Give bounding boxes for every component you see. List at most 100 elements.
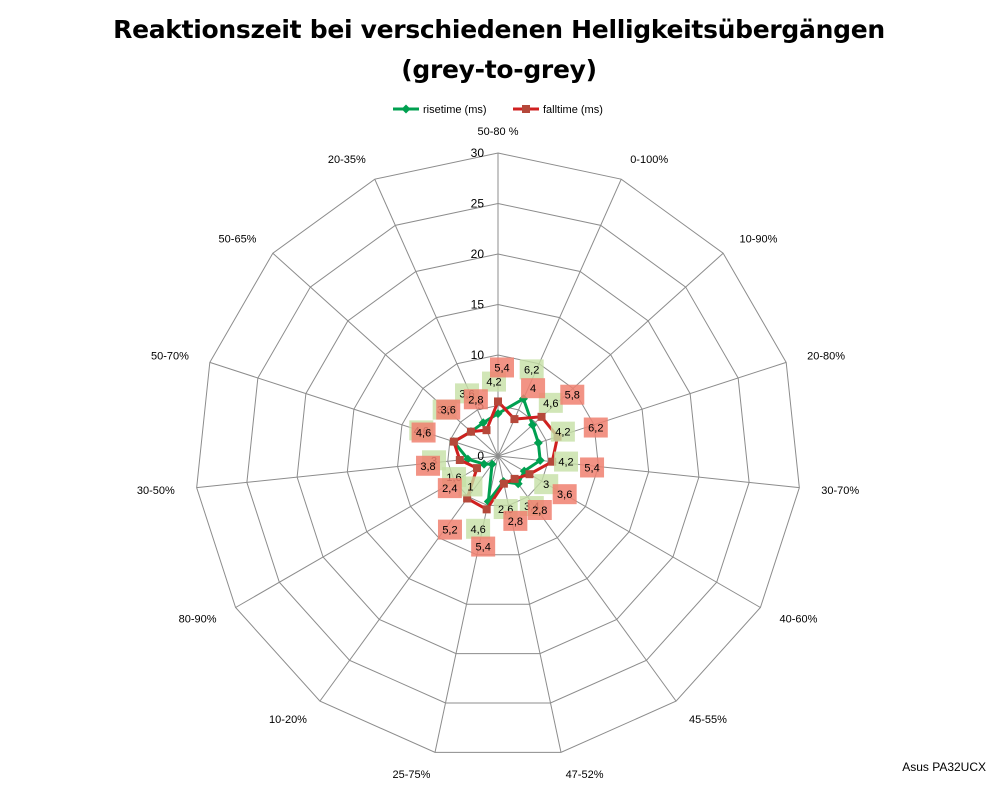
data-label-bg — [552, 484, 577, 505]
legend-label: falltime (ms) — [543, 104, 603, 116]
axis-category-label: 10-90% — [740, 234, 778, 246]
axis-category-label: 47-52% — [566, 769, 604, 781]
gridline-ring — [346, 303, 650, 605]
axis-category-label: 40-60% — [779, 614, 817, 626]
data-label: 3,6 — [552, 484, 577, 505]
data-label-text: 5,4 — [476, 542, 491, 554]
falltime-point — [510, 415, 519, 424]
axis-category-label: 20-80% — [807, 351, 845, 363]
legend-label: risetime (ms) — [423, 104, 487, 116]
data-label-text: 4,6 — [416, 428, 431, 440]
data-label-text: 3 — [543, 479, 549, 491]
falltime-point — [499, 479, 508, 488]
datalabel-layer: 4,26,24,64,24,233,42,64,611,634,63,63,65… — [409, 357, 608, 557]
axis-category-label: 50-65% — [219, 234, 257, 246]
falltime-point — [466, 427, 475, 436]
gridline-ring — [196, 152, 800, 753]
falltime-point — [455, 456, 464, 465]
data-label-text: 4,2 — [555, 427, 570, 439]
radial-tick-label: 0 — [477, 449, 484, 463]
falltime-point — [463, 494, 472, 503]
data-label-bg — [437, 478, 462, 499]
data-label-bg — [554, 451, 579, 472]
risetime-point — [478, 418, 488, 428]
data-label-bg — [437, 519, 462, 540]
axis-category-label: 50-70% — [151, 351, 189, 363]
data-label: 2,8 — [503, 510, 528, 531]
data-label-bg — [463, 389, 488, 410]
legend-marker — [401, 104, 411, 114]
data-label: 5,2 — [437, 519, 462, 540]
axis-spoke — [374, 178, 499, 457]
data-label-text: 4,2 — [486, 377, 501, 389]
data-label: 5,4 — [471, 536, 496, 557]
data-label-bg — [527, 500, 552, 521]
chart-title-line1: Reaktionszeit bei verschiedenen Helligke… — [113, 15, 885, 44]
data-label-bg — [550, 421, 575, 442]
falltime-point — [525, 470, 534, 479]
data-label-text: 3,8 — [420, 461, 435, 473]
axis-category-label: 10-20% — [269, 714, 307, 726]
data-label: 2,4 — [437, 478, 462, 499]
data-label: 4,6 — [466, 518, 491, 539]
falltime-point — [482, 426, 491, 435]
axis-category-label: 80-90% — [179, 614, 217, 626]
axis-label-layer: 50-80 % 0-100% 10-90% 20-80% 30-70% 40-60% 45-… — [137, 126, 859, 781]
falltime-point — [537, 412, 546, 421]
data-label: 5,8 — [560, 384, 585, 405]
gridline-ring — [397, 354, 599, 556]
legend-marker — [522, 105, 530, 113]
grid-layer — [196, 152, 800, 753]
data-label: 6,2 — [583, 417, 608, 438]
data-label: 5,4 — [490, 357, 514, 378]
data-label-text: 5,4 — [494, 362, 509, 374]
data-label: 5,4 — [580, 457, 605, 478]
falltime-point — [510, 474, 519, 483]
data-label: 4,6 — [411, 422, 436, 443]
data-label-bg — [503, 510, 528, 531]
data-label-text: 4 — [530, 383, 536, 395]
data-label-bg — [466, 518, 491, 539]
chart-title-line2: (grey-to-grey) — [401, 55, 597, 84]
tick-layer: 051015202530 — [471, 146, 485, 463]
data-label-bg — [560, 384, 585, 405]
data-label-bg — [519, 359, 544, 380]
data-label-text: 5,8 — [565, 390, 580, 402]
radial-tick-label: 25 — [471, 197, 485, 211]
data-label-bg — [416, 455, 441, 476]
radial-tick-label: 30 — [471, 146, 485, 160]
data-label-bg — [490, 357, 514, 378]
axis-category-label: 50-80 % — [478, 126, 519, 138]
axis-spoke — [497, 455, 800, 489]
risetime-point — [493, 409, 503, 419]
brand-label: Asus PA32UCX — [902, 760, 986, 774]
radial-tick-label: 15 — [471, 298, 485, 312]
risetime-point — [535, 455, 545, 465]
falltime-point — [449, 437, 458, 446]
chart-title: Reaktionszeit bei verschiedenen Helligke… — [0, 10, 998, 90]
axis-category-label: 45-55% — [689, 714, 727, 726]
data-label-text: 2,8 — [508, 516, 523, 528]
axis-spoke — [497, 252, 724, 457]
data-label-bg — [521, 378, 546, 399]
falltime-point — [494, 397, 502, 406]
data-label-bg — [436, 399, 461, 420]
data-label-text: 6,2 — [588, 423, 603, 435]
axis-spoke — [497, 178, 622, 457]
data-label-text: 3,6 — [557, 489, 572, 501]
axis-spoke — [272, 252, 499, 457]
data-label: 4,2 — [550, 421, 575, 442]
data-label-text: 6,2 — [524, 364, 539, 376]
risetime-point — [479, 459, 489, 469]
data-label: 2,8 — [527, 500, 552, 521]
data-label-text: 4,2 — [558, 457, 573, 469]
axis-category-label: 25-75% — [393, 769, 431, 781]
data-label-bg — [580, 457, 605, 478]
data-label: 4 — [521, 378, 546, 399]
risetime-point — [528, 420, 538, 430]
data-label: 4,2 — [554, 451, 579, 472]
data-label: 3,8 — [416, 455, 441, 476]
data-label-text: 3,6 — [441, 405, 456, 417]
falltime-point — [473, 464, 482, 473]
data-label-bg — [411, 422, 436, 443]
